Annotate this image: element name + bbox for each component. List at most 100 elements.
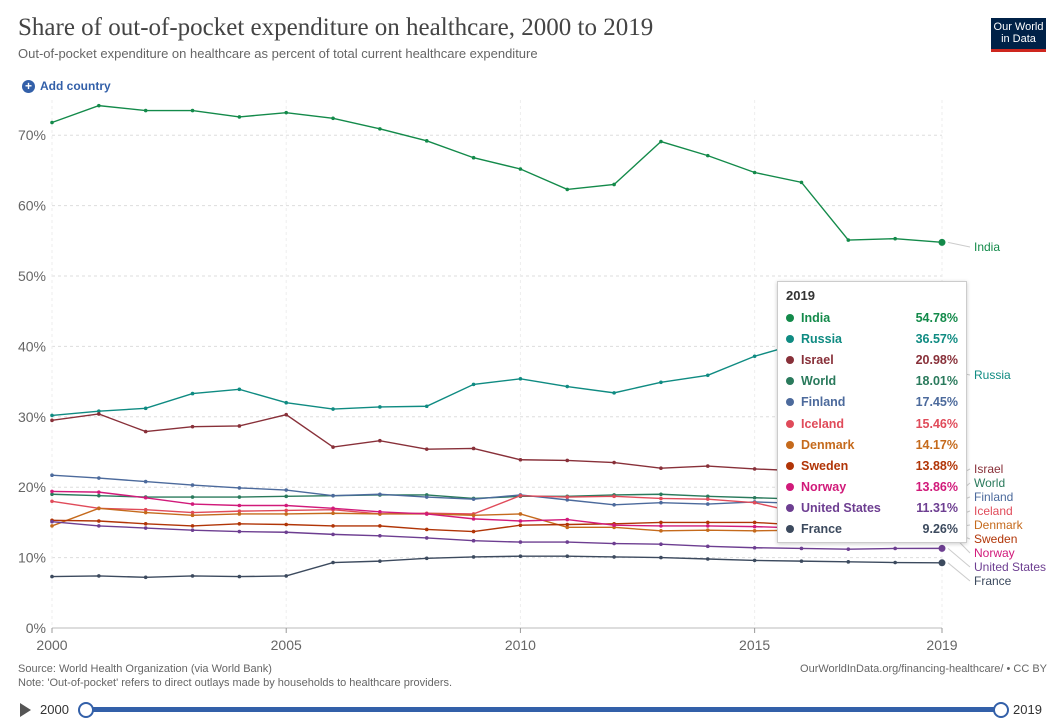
owid-logo[interactable]: Our World in Data xyxy=(991,18,1046,52)
data-point xyxy=(143,108,148,113)
series-label: Russia xyxy=(974,368,1011,382)
data-point xyxy=(565,525,570,530)
tooltip-dot-icon xyxy=(786,461,794,470)
data-point xyxy=(659,529,663,533)
data-point xyxy=(471,155,476,160)
add-country-label: Add country xyxy=(40,79,111,93)
timeline-end-label: 2019 xyxy=(1013,702,1042,717)
data-point xyxy=(143,510,148,515)
data-point xyxy=(378,127,382,131)
tooltip-dot-icon xyxy=(786,334,794,343)
data-point xyxy=(565,540,570,544)
data-point xyxy=(143,522,148,526)
data-point xyxy=(893,546,897,551)
label-connector xyxy=(947,562,971,582)
data-point xyxy=(97,493,101,498)
x-tick-label: 2015 xyxy=(739,637,770,653)
data-point xyxy=(471,497,476,501)
data-point xyxy=(424,536,429,540)
y-tick-label: 30% xyxy=(18,409,46,425)
data-point xyxy=(846,238,851,242)
series-line-france xyxy=(51,555,943,579)
data-point xyxy=(97,574,101,578)
data-point xyxy=(237,486,242,490)
data-point xyxy=(471,382,476,387)
data-point xyxy=(705,557,710,561)
timeline-track[interactable] xyxy=(84,707,1000,712)
tooltip-value: 20.98% xyxy=(915,352,958,367)
data-point xyxy=(659,380,663,385)
data-point xyxy=(565,498,570,502)
data-point xyxy=(659,139,663,144)
data-point xyxy=(799,180,804,185)
data-point xyxy=(190,502,195,506)
y-tick-label: 50% xyxy=(18,268,46,284)
timeline-start-handle[interactable] xyxy=(78,702,94,718)
data-point xyxy=(331,560,335,565)
tooltip-value: 13.86% xyxy=(915,480,958,495)
data-point xyxy=(752,170,757,175)
data-point xyxy=(237,529,242,534)
data-point xyxy=(659,492,663,497)
data-point xyxy=(938,544,946,552)
tooltip-year: 2019 xyxy=(786,288,815,303)
tooltip-country: Denmark xyxy=(801,437,855,452)
tooltip-value: 54.78% xyxy=(915,310,958,325)
timeline[interactable]: 2000 2019 xyxy=(18,699,1048,721)
data-point xyxy=(97,412,101,416)
data-point xyxy=(799,559,804,563)
data-point xyxy=(97,409,101,413)
y-tick-label: 10% xyxy=(18,550,46,566)
data-point xyxy=(284,400,289,405)
data-point xyxy=(893,236,897,241)
data-point xyxy=(378,533,382,538)
data-point xyxy=(284,412,289,417)
data-point xyxy=(659,500,663,505)
tooltip-country: Russia xyxy=(801,331,842,346)
data-point xyxy=(471,538,476,543)
data-point xyxy=(705,524,710,528)
data-point xyxy=(378,510,382,514)
tooltip-row: Norway 13.86% xyxy=(786,477,958,498)
data-point xyxy=(237,495,242,499)
plus-circle-icon: + xyxy=(22,79,35,93)
data-point xyxy=(612,541,616,546)
source-note[interactable]: Source: World Health Organization (via W… xyxy=(18,663,272,675)
series-label: Sweden xyxy=(974,532,1017,546)
timeline-end-handle[interactable] xyxy=(993,702,1009,718)
data-point xyxy=(565,517,570,522)
owid-link[interactable]: OurWorldInData.org/financing-healthcare/… xyxy=(800,663,1047,675)
data-point xyxy=(565,495,570,499)
add-country-button[interactable]: + Add country xyxy=(22,79,111,93)
data-point xyxy=(752,354,757,359)
data-point xyxy=(143,429,148,434)
data-point xyxy=(846,560,851,564)
series-label: Iceland xyxy=(974,504,1013,518)
data-point xyxy=(143,526,148,530)
data-point xyxy=(705,502,710,506)
data-point xyxy=(752,495,757,500)
data-point xyxy=(50,489,54,494)
tooltip-value: 13.88% xyxy=(915,458,958,473)
data-point xyxy=(237,512,242,516)
chart-tooltip: 2019 India 54.78% Russia 36.57% Israel 20.98%… xyxy=(777,281,967,543)
tooltip-row: Iceland 15.46% xyxy=(786,413,958,434)
data-point xyxy=(705,464,710,468)
data-point xyxy=(97,524,101,528)
data-point xyxy=(190,513,195,518)
data-point xyxy=(97,506,101,511)
data-point xyxy=(565,522,570,527)
play-icon[interactable] xyxy=(20,703,31,717)
tooltip-value: 17.45% xyxy=(915,395,958,410)
tooltip-dot-icon xyxy=(786,398,794,407)
data-point xyxy=(659,496,663,501)
tooltip-country: Israel xyxy=(801,352,834,367)
label-connector xyxy=(947,241,971,248)
series-label: India xyxy=(974,240,1000,254)
data-point xyxy=(565,384,570,389)
tooltip-row: Sweden 13.88% xyxy=(786,455,958,476)
tooltip-value: 14.17% xyxy=(915,437,958,452)
x-tick-label: 2000 xyxy=(36,637,67,653)
data-point xyxy=(565,458,570,463)
data-point xyxy=(284,530,289,535)
